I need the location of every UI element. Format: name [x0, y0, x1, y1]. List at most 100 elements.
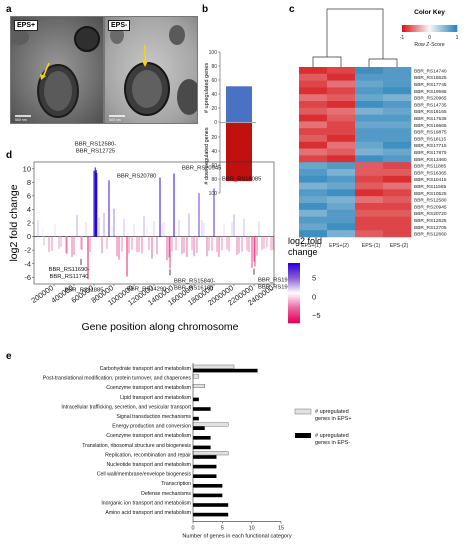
bar-eps-plus — [192, 364, 235, 369]
heatmap-cell — [299, 148, 328, 156]
color-key-swatch — [424, 25, 426, 32]
legend-swatch — [288, 266, 300, 269]
y-tick-label: -4 — [24, 259, 31, 268]
heatmap-cell — [355, 155, 384, 163]
heatmap-cell — [383, 169, 412, 177]
heatmap-cell — [299, 155, 328, 163]
legend-swatch — [288, 282, 300, 284]
heatmap-cell — [299, 107, 328, 115]
y-tick-label: 6 — [27, 191, 31, 200]
annotation-label: BBR_RS11690-BBR_RS11740 — [49, 267, 90, 280]
color-key-swatch — [425, 25, 428, 32]
color-key-swatch — [426, 25, 429, 32]
bar-eps-plus — [192, 384, 205, 389]
category-label: Lipid transport and metabolism — [120, 395, 191, 401]
heatmap-cell — [299, 216, 328, 224]
x-tick-label: 10 — [249, 526, 255, 532]
heatmap-cell — [355, 169, 384, 177]
legend-swatch — [288, 269, 300, 271]
bar-eps-minus — [193, 484, 223, 488]
color-key-tick: -1 — [400, 35, 405, 41]
heatmap-cell — [355, 94, 384, 102]
scale-bar-label: 500 nm — [15, 118, 27, 122]
legend-label-eps-minus: # upregulated genes in EPS- — [315, 433, 350, 446]
heatmap-cell — [383, 209, 412, 217]
x-axis-label: Gene position along chromosome — [81, 321, 238, 333]
category-label: Post-translational modification, protein… — [43, 376, 192, 382]
heatmap-cell — [355, 203, 384, 211]
heatmap-cell — [299, 182, 328, 190]
heatmap-cell — [383, 203, 412, 211]
heatmap-cell — [327, 141, 356, 149]
heatmap-cell — [327, 209, 356, 217]
heatmap-cell — [299, 230, 328, 238]
legend-tick: 5 — [312, 274, 316, 283]
heatmap-cell — [299, 209, 328, 217]
color-key-title: Color Key — [414, 9, 445, 16]
heatmap-cell — [299, 80, 328, 88]
bar-eps-minus — [193, 426, 205, 430]
legend-swatch — [288, 272, 300, 275]
tem-label-eps-minus: EPS- — [108, 20, 131, 31]
heatmap-cell — [299, 128, 328, 136]
heatmap-cell — [299, 101, 328, 109]
bar-downregulated — [226, 123, 252, 182]
color-key-label: Row Z-Score — [414, 42, 444, 48]
row-label: BBR_RS11565 — [414, 184, 447, 190]
x-tick-label: 0 — [191, 526, 194, 532]
y-tick-label: -2 — [24, 246, 31, 255]
heatmap-cell — [327, 189, 356, 197]
legend-swatch — [288, 317, 300, 319]
heatmap-cell — [383, 80, 412, 88]
color-key-swatch — [404, 25, 407, 32]
color-key-swatch — [452, 25, 455, 32]
heatmap-cell — [355, 216, 384, 224]
legend-swatch — [288, 296, 300, 299]
row-label: BBR_RS16365 — [414, 170, 447, 176]
row-label: BBR_RS18115 — [414, 136, 447, 142]
legend-swatch — [288, 291, 300, 294]
color-key-swatch — [446, 25, 448, 32]
tick-label: 80 — [211, 64, 217, 70]
column-label: EPS+(1) — [301, 243, 321, 249]
arrow-icon — [42, 62, 50, 78]
category-label: Coenzyme transport and metabolism — [106, 385, 191, 391]
category-label: Signal transduction mechanisms — [116, 414, 191, 420]
category-label: Cell wall/membrane/envelope biogenesis — [97, 472, 192, 478]
row-label: BBR_RS16625 — [414, 75, 447, 81]
color-key-swatch — [407, 25, 410, 32]
heatmap-cell — [355, 182, 384, 190]
bar-eps-plus — [192, 374, 200, 379]
legend-swatch — [288, 290, 300, 293]
heatmap-cell — [355, 189, 384, 197]
heatmap-cell — [383, 196, 412, 204]
tick-label: 80 — [211, 177, 217, 183]
legend-swatch — [288, 313, 300, 315]
row-label: BBR_RS20965 — [414, 96, 447, 102]
heatmap-cell — [355, 114, 384, 122]
category-label: Defense mechanisms — [141, 491, 191, 497]
color-key-swatch — [444, 25, 447, 32]
annotation-label: BBR_RS19515-BBR_RS19595 — [258, 278, 299, 291]
row-label: BBR_RS20945 — [414, 204, 447, 210]
heatmap-cell — [383, 107, 412, 115]
legend-title: log2 fold change — [288, 236, 322, 257]
row-label: BBR_RS12660 — [414, 232, 447, 238]
heatmap-cell — [299, 196, 328, 204]
heatmap-cell — [327, 155, 356, 163]
color-key-swatch — [413, 25, 415, 32]
row-label: BBR_RS11885 — [414, 164, 447, 170]
tick-label: 100 — [209, 191, 218, 197]
color-key-swatch — [403, 25, 406, 32]
heatmap-cell — [383, 162, 412, 170]
row-label: BBR_RS17715 — [414, 143, 447, 149]
x-tick-label: 5 — [221, 526, 224, 532]
legend-swatch — [288, 294, 300, 296]
bar-eps-minus — [193, 493, 223, 498]
column-label: EPS-(2) — [390, 243, 409, 249]
bar-eps-minus — [193, 445, 211, 450]
legend-swatch — [288, 303, 300, 306]
color-key-swatch — [406, 25, 408, 32]
row-label: BBR_RS12625 — [414, 218, 447, 224]
